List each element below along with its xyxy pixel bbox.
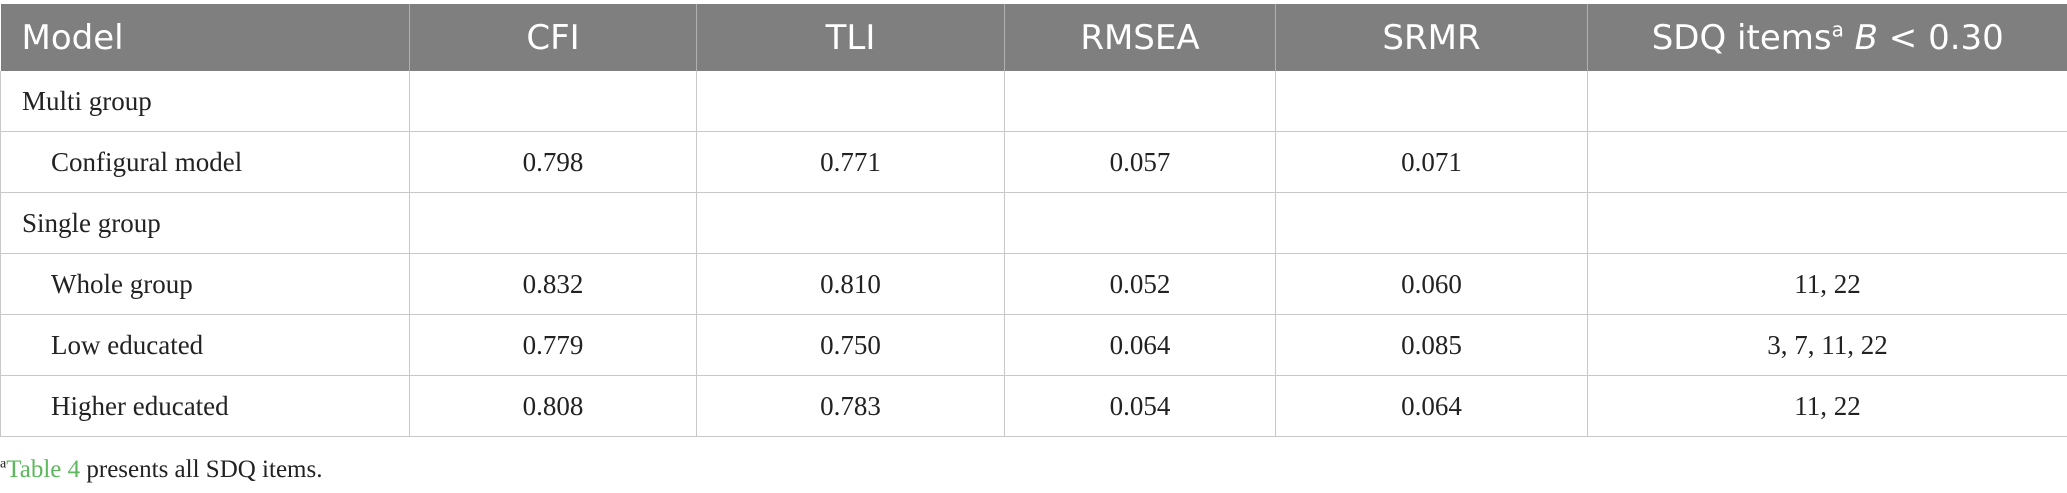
cell-rmsea: 0.064 [1004, 314, 1276, 376]
header-rmsea: RMSEA [1004, 4, 1276, 71]
cell-srmr [1275, 71, 1588, 132]
cell-tli: 0.810 [696, 253, 1005, 315]
header-tli: TLI [696, 4, 1005, 71]
results-table-container: Model CFI TLI RMSEA SRMR SDQ itemsa B < … [0, 4, 2067, 437]
cell-sdq [1587, 131, 2067, 193]
header-row: Model CFI TLI RMSEA SRMR SDQ itemsa B < … [0, 4, 2067, 71]
row-model-label: Low educated [0, 314, 410, 376]
cell-rmsea [1004, 71, 1276, 132]
cell-cfi [409, 192, 697, 254]
table-footnote: aTable 4 presents all SDQ items. [0, 456, 322, 484]
footnote-mark: a [0, 456, 7, 472]
header-srmr: SRMR [1275, 4, 1588, 71]
cell-sdq: 11, 22 [1587, 253, 2067, 315]
row-model-label: Whole group [0, 253, 410, 315]
cell-srmr [1275, 192, 1588, 254]
table-row: Single group [0, 192, 2067, 254]
header-sdq-footnote-mark: a [1831, 17, 1844, 42]
cell-rmsea: 0.052 [1004, 253, 1276, 315]
header-model: Model [0, 4, 410, 71]
row-model-label: Multi group [0, 71, 410, 132]
cell-sdq [1587, 71, 2067, 132]
cell-rmsea: 0.054 [1004, 375, 1276, 437]
header-sdq-items: SDQ itemsa B < 0.30 [1587, 4, 2067, 71]
cell-cfi: 0.798 [409, 131, 697, 193]
cell-srmr: 0.085 [1275, 314, 1588, 376]
table-row: Configural model 0.798 0.771 0.057 0.071 [0, 131, 2067, 193]
header-sdq-b: B [1854, 17, 1878, 58]
header-sdq-prefix: SDQ items [1651, 17, 1832, 58]
row-model-label: Single group [0, 192, 410, 254]
table-row: Whole group 0.832 0.810 0.052 0.060 11, … [0, 253, 2067, 315]
header-cfi: CFI [409, 4, 697, 71]
cell-tli: 0.783 [696, 375, 1005, 437]
cell-cfi: 0.832 [409, 253, 697, 315]
footnote-text: presents all SDQ items. [80, 456, 323, 483]
model-fit-table: Model CFI TLI RMSEA SRMR SDQ itemsa B < … [0, 4, 2067, 437]
header-sdq-suffix: < 0.30 [1877, 17, 2004, 58]
cell-sdq: 11, 22 [1587, 375, 2067, 437]
cell-rmsea [1004, 192, 1276, 254]
cell-cfi: 0.779 [409, 314, 697, 376]
row-model-label: Higher educated [0, 375, 410, 437]
cell-rmsea: 0.057 [1004, 131, 1276, 193]
row-model-label: Configural model [0, 131, 410, 193]
cell-tli: 0.750 [696, 314, 1005, 376]
cell-tli [696, 192, 1005, 254]
cell-cfi: 0.808 [409, 375, 697, 437]
table-row: Higher educated 0.808 0.783 0.054 0.064 … [0, 375, 2067, 437]
table-4-link[interactable]: Table 4 [6, 456, 81, 483]
table-row: Multi group [0, 71, 2067, 132]
cell-srmr: 0.064 [1275, 375, 1588, 437]
table-row: Low educated 0.779 0.750 0.064 0.085 3, … [0, 314, 2067, 376]
cell-srmr: 0.060 [1275, 253, 1588, 315]
cell-sdq: 3, 7, 11, 22 [1587, 314, 2067, 376]
cell-cfi [409, 71, 697, 132]
cell-sdq [1587, 192, 2067, 254]
cell-tli [696, 71, 1005, 132]
cell-tli: 0.771 [696, 131, 1005, 193]
cell-srmr: 0.071 [1275, 131, 1588, 193]
